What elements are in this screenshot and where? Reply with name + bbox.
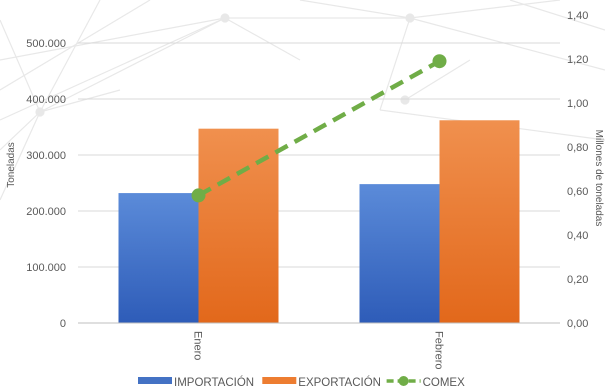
bars (118, 120, 520, 323)
category-label: Febrero (433, 331, 445, 370)
right-axis-tick-label: 1,40 (567, 10, 588, 22)
legend-label: IMPORTACIÓN (174, 376, 254, 389)
bar-exportación-enero (198, 128, 279, 323)
left-axis-tick-label: 0 (60, 318, 66, 330)
comex-point-enero (191, 188, 206, 203)
right-axis-tick-label: 0,00 (567, 318, 588, 330)
right-axis-tick-label: 0,40 (567, 230, 588, 242)
legend-label: EXPORTACIÓN (298, 376, 381, 389)
right-axis-ticks: 0,00 0,20 0,40 0,60 0,80 1,00 1,20 1,40 (567, 10, 588, 330)
legend-label: COMEX (423, 377, 466, 389)
right-axis-tick-label: 0,60 (567, 186, 588, 198)
legend-swatch-comex-marker (398, 376, 409, 386)
legend-swatch-importación (138, 377, 172, 384)
background-network-pattern (0, 0, 605, 201)
comex-point-febrero (432, 54, 447, 69)
category-labels: Enero Febrero (192, 331, 445, 370)
left-axis-title: Toneladas (6, 142, 17, 188)
bar-importación-enero (118, 193, 199, 323)
right-axis-title: Millones de toneladas (593, 130, 604, 227)
left-axis-tick-label: 400.000 (26, 94, 66, 106)
left-axis-tick-label: 100.000 (26, 262, 66, 274)
comex-line-series (191, 54, 447, 203)
left-axis-tick-label: 300.000 (26, 150, 66, 162)
category-label: Enero (192, 331, 204, 360)
left-axis-ticks: 0 100.000 200.000 300.000 400.000 500.000 (26, 38, 66, 330)
legend: IMPORTACIÓN EXPORTACIÓN COMEX (138, 376, 465, 389)
right-axis-tick-label: 0,80 (567, 142, 588, 154)
right-axis-tick-label: 0,20 (567, 274, 588, 286)
left-axis-tick-label: 200.000 (26, 206, 66, 218)
right-axis-tick-label: 1,20 (567, 54, 588, 66)
bar-importación-febrero (359, 184, 440, 323)
legend-swatch-exportación (262, 377, 297, 384)
bar-exportación-febrero (439, 120, 520, 323)
left-axis-tick-label: 500.000 (26, 38, 66, 50)
comex-line (197, 59, 441, 198)
right-axis-tick-label: 1,00 (567, 98, 588, 110)
